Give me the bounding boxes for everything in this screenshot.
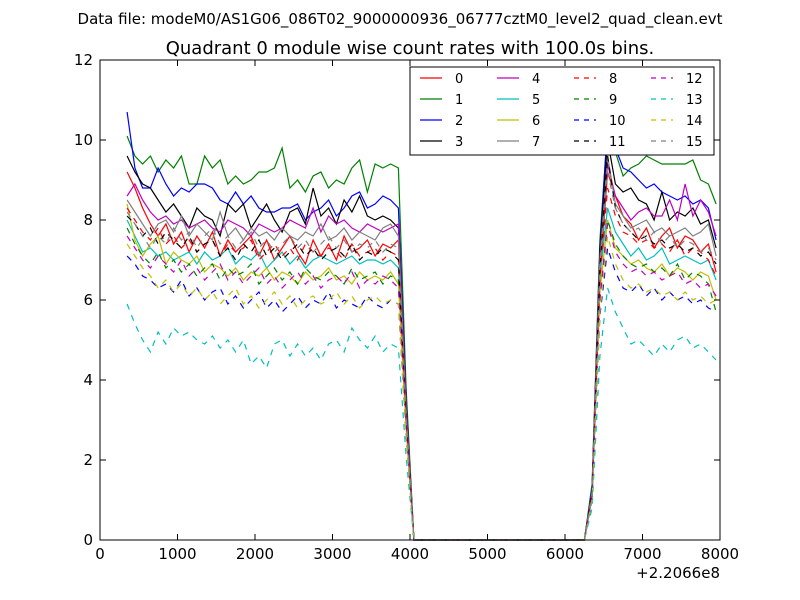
series-line-10 (126, 247, 717, 541)
chart-title: Quadrant 0 module wise count rates with … (166, 38, 655, 59)
legend-label-8: 8 (609, 72, 617, 87)
legend-label-1: 1 (455, 93, 463, 108)
y-tick-label: 8 (83, 211, 93, 229)
legend-label-3: 3 (455, 135, 463, 150)
legend-label-0: 0 (455, 72, 463, 87)
y-tick-label: 4 (83, 371, 93, 389)
figure-suptitle: Data file: modeM0/AS1G06_086T02_90000009… (78, 10, 723, 29)
x-tick-label: 8000 (701, 545, 739, 563)
legend-label-7: 7 (532, 135, 540, 150)
legend-label-9: 9 (609, 93, 617, 108)
legend-label-4: 4 (532, 72, 540, 87)
x-tick-label: 5000 (468, 545, 506, 563)
y-tick-label: 2 (83, 451, 93, 469)
legend-label-10: 10 (609, 114, 626, 129)
legend-label-12: 12 (686, 72, 703, 87)
legend-label-14: 14 (686, 114, 703, 129)
x-tick-label: 1000 (158, 545, 196, 563)
legend-frame (409, 66, 715, 156)
y-tick-label: 12 (74, 51, 93, 69)
x-tick-label: 4000 (391, 545, 429, 563)
y-tick-label: 10 (74, 131, 93, 149)
axes-layer: 0 1000 2000 3000 4000 5000 6000 7000 80000246810… (74, 51, 739, 563)
x-tick-label: 0 (95, 545, 105, 563)
legend-label-11: 11 (609, 135, 626, 150)
legend-label-6: 6 (532, 114, 540, 129)
x-axis-offset-label: +2.2066e8 (636, 564, 720, 582)
legend-label-15: 15 (686, 135, 703, 150)
series-line-14 (126, 235, 717, 541)
legend-label-2: 2 (455, 114, 463, 129)
x-tick-label: 3000 (313, 545, 351, 563)
legend-label-5: 5 (532, 93, 540, 108)
y-tick-label: 6 (83, 291, 93, 309)
legend-label-13: 13 (686, 93, 703, 108)
y-tick-label: 0 (83, 531, 93, 549)
x-tick-label: 6000 (546, 545, 584, 563)
x-tick-label: 2000 (236, 545, 274, 563)
x-tick-label: 7000 (623, 545, 661, 563)
